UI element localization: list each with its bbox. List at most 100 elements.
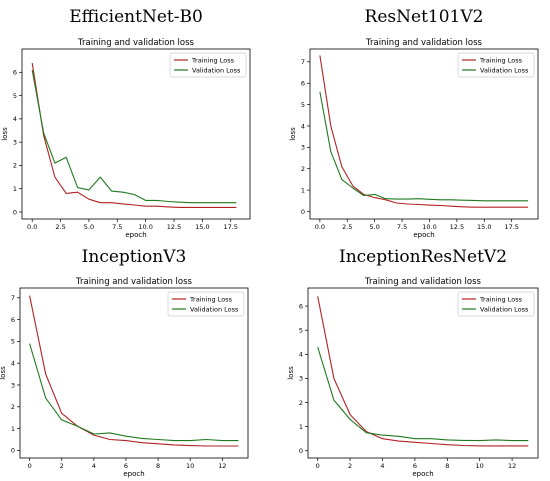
- x-tick-label: 0: [316, 462, 320, 470]
- x-tick-label: 12: [508, 462, 516, 470]
- y-tick-label: 5: [13, 92, 17, 100]
- series-line-validation: [317, 346, 529, 442]
- x-axis-label: epoch: [413, 231, 434, 239]
- legend-label-validation: Validation Loss: [190, 305, 239, 313]
- series-line-training: [29, 295, 239, 447]
- x-tick-label: 4: [380, 462, 384, 470]
- y-tick-label: 2: [11, 403, 15, 411]
- legend-label-training: Training Loss: [191, 56, 235, 64]
- x-tick-label: 17.5: [223, 223, 237, 231]
- x-tick-label: 5.0: [370, 223, 380, 231]
- legend-box: [457, 52, 535, 78]
- x-axis-label: epoch: [412, 470, 433, 478]
- x-tick-label: 7.5: [112, 223, 122, 231]
- y-tick-label: 4: [299, 351, 303, 359]
- legend-label-validation: Validation Loss: [480, 66, 529, 74]
- chart-panel-efficientnet: EfficientNet-B0 Training and validation l…: [0, 0, 275, 240]
- chart-svg-inceptionv3: InceptionV3 Training and validation loss 0…: [0, 247, 249, 478]
- plot-title: Training and validation loss: [77, 38, 194, 48]
- y-tick-label: 3: [301, 144, 305, 152]
- series-line-validation: [29, 343, 239, 442]
- plot-title: Training and validation loss: [365, 38, 482, 48]
- y-tick-label: 1: [11, 425, 15, 433]
- model-heading: EfficientNet-B0: [69, 7, 203, 27]
- legend-label-training: Training Loss: [479, 56, 523, 64]
- x-tick-label: 2.5: [55, 223, 65, 231]
- x-tick-label: 17.5: [504, 223, 518, 231]
- chart-svg-efficientnet: EfficientNet-B0 Training and validation l…: [1, 7, 251, 239]
- x-tick-label: 10: [476, 462, 484, 470]
- x-tick-label: 12.5: [167, 223, 181, 231]
- x-tick-label: 4: [92, 462, 96, 470]
- legend-label-training: Training Loss: [189, 295, 233, 303]
- y-tick-label: 3: [11, 381, 15, 389]
- chart-svg-inceptionresnet: InceptionResNetV2 Training and validation…: [287, 247, 539, 478]
- y-tick-label: 6: [301, 80, 305, 88]
- y-tick-label: 6: [299, 302, 303, 310]
- x-tick-label: 8: [156, 462, 160, 470]
- y-tick-label: 1: [299, 423, 303, 431]
- legend-box: [167, 291, 245, 317]
- y-tick-label: 7: [11, 294, 15, 302]
- y-tick-label: 0: [13, 208, 17, 216]
- y-tick-label: 0: [299, 447, 303, 455]
- y-tick-label: 4: [301, 122, 305, 130]
- x-tick-label: 0.0: [27, 223, 37, 231]
- plot-frame: [21, 48, 251, 220]
- y-tick-label: 1: [301, 186, 305, 194]
- legend-label-training: Training Loss: [479, 295, 523, 303]
- y-tick-label: 3: [13, 138, 17, 146]
- x-tick-label: 10.0: [138, 223, 152, 231]
- x-tick-label: 2.5: [342, 223, 352, 231]
- y-axis-label: loss: [289, 127, 297, 141]
- chart-panel-inceptionv3: InceptionV3 Training and validation loss 0…: [0, 240, 275, 480]
- plot-frame: [19, 287, 249, 459]
- y-axis-label: loss: [1, 127, 9, 141]
- chart-panel-inceptionresnet: InceptionResNetV2 Training and validation…: [275, 240, 550, 480]
- x-tick-label: 5.0: [84, 223, 94, 231]
- y-tick-label: 0: [301, 208, 305, 216]
- y-tick-label: 4: [11, 359, 15, 367]
- y-tick-label: 7: [301, 58, 305, 66]
- x-tick-label: 8: [445, 462, 449, 470]
- x-tick-label: 10.0: [422, 223, 436, 231]
- series-line-training: [31, 62, 237, 208]
- chart-panel-resnet: ResNet101V2 Training and validation loss 0…: [275, 0, 550, 240]
- y-tick-label: 5: [11, 338, 15, 346]
- x-tick-label: 6: [413, 462, 417, 470]
- y-tick-label: 2: [299, 399, 303, 407]
- legend-box: [457, 291, 535, 317]
- model-heading: InceptionV3: [82, 247, 187, 267]
- series-line-validation: [31, 69, 237, 204]
- x-tick-label: 0: [28, 462, 32, 470]
- plot-frame: [309, 48, 539, 220]
- x-axis-label: epoch: [123, 470, 144, 478]
- series-line-training: [317, 296, 529, 447]
- model-heading: ResNet101V2: [365, 7, 484, 27]
- legend-box: [169, 52, 247, 78]
- y-axis-label: loss: [287, 366, 295, 380]
- x-tick-label: 2: [60, 462, 64, 470]
- legend-label-validation: Validation Loss: [480, 305, 529, 313]
- x-tick-label: 2: [348, 462, 352, 470]
- y-tick-label: 5: [301, 101, 305, 109]
- x-tick-label: 10: [186, 462, 194, 470]
- y-tick-label: 4: [13, 115, 17, 123]
- y-tick-label: 6: [13, 69, 17, 77]
- x-tick-label: 0.0: [315, 223, 325, 231]
- series-line-training: [319, 55, 529, 208]
- plot-title: Training and validation loss: [364, 277, 481, 287]
- y-tick-label: 1: [13, 185, 17, 193]
- x-tick-label: 15.0: [195, 223, 209, 231]
- y-tick-label: 5: [299, 326, 303, 334]
- x-tick-label: 12: [218, 462, 226, 470]
- legend-label-validation: Validation Loss: [192, 66, 241, 74]
- y-tick-label: 2: [13, 162, 17, 170]
- x-tick-label: 6: [124, 462, 128, 470]
- plot-title: Training and validation loss: [75, 277, 192, 287]
- y-tick-label: 2: [301, 165, 305, 173]
- y-axis-label: loss: [0, 366, 7, 380]
- series-line-validation: [319, 91, 529, 202]
- y-tick-label: 3: [299, 375, 303, 383]
- x-tick-label: 12.5: [450, 223, 464, 231]
